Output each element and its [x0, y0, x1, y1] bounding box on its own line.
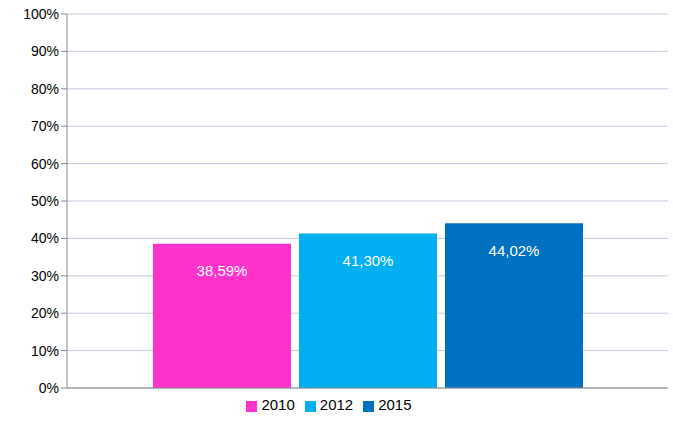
svg-text:41,30%: 41,30%: [343, 252, 394, 269]
svg-text:10%: 10%: [31, 343, 59, 359]
svg-text:50%: 50%: [31, 193, 59, 209]
html-text:2010: 2010: [261, 396, 295, 413]
svg-text:20%: 20%: [31, 305, 59, 321]
svg-text:70%: 70%: [31, 118, 59, 134]
svg-text:60%: 60%: [31, 156, 59, 172]
svg-text:38,59%: 38,59%: [197, 262, 248, 279]
svg-text:100%: 100%: [23, 6, 59, 22]
svg-text:44,02%: 44,02%: [489, 242, 540, 259]
svg-text:40%: 40%: [31, 230, 59, 246]
svg-text:90%: 90%: [31, 43, 59, 59]
html-text:2012: 2012: [319, 396, 354, 413]
svg-text:0%: 0%: [39, 380, 59, 396]
svg-text:80%: 80%: [31, 81, 59, 97]
html-text:2015: 2015: [378, 396, 412, 413]
svg-text:30%: 30%: [31, 268, 59, 284]
